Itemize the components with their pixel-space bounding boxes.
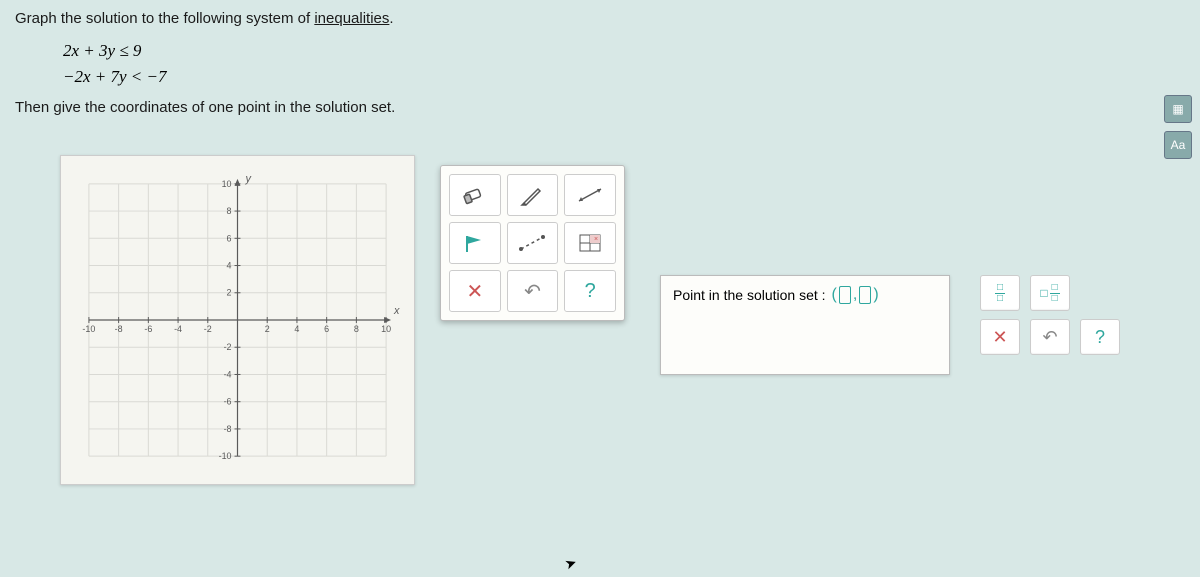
inequalities-link[interactable]: inequalities xyxy=(314,10,389,27)
mixed-fraction-icon[interactable]: □□□ xyxy=(1030,275,1070,311)
svg-text:4: 4 xyxy=(227,261,232,271)
answer-label: Point in the solution set : xyxy=(673,287,826,303)
answer-box: Point in the solution set : (,) xyxy=(660,275,950,375)
mouse-cursor: ➤ xyxy=(562,554,579,574)
equation-2: −2x + 7y < −7 xyxy=(63,65,1185,89)
svg-text:6: 6 xyxy=(227,233,232,243)
svg-text:-10: -10 xyxy=(82,324,95,334)
svg-text:2: 2 xyxy=(265,324,270,334)
prompt-line-1: Graph the solution to the following syst… xyxy=(15,10,1185,27)
svg-text:10: 10 xyxy=(222,179,232,189)
side-tool-panel: □□□□□✕↶? xyxy=(980,275,1120,355)
calculator-icon[interactable]: ▦ xyxy=(1164,95,1192,123)
svg-text:-8: -8 xyxy=(115,324,123,334)
prompt-line-2: Then give the coordinates of one point i… xyxy=(15,99,1185,116)
svg-text:2: 2 xyxy=(227,288,232,298)
equations-block: 2x + 3y ≤ 9 −2x + 7y < −7 xyxy=(63,39,1185,89)
svg-text:-6: -6 xyxy=(144,324,152,334)
page-tools: ▦ Aa xyxy=(1164,95,1192,159)
fraction-icon[interactable]: □□ xyxy=(980,275,1020,311)
font-icon[interactable]: Aa xyxy=(1164,131,1192,159)
drawing-toolbox: × ✕↶? xyxy=(440,165,625,321)
flag-icon[interactable] xyxy=(449,222,501,264)
help-icon[interactable]: ? xyxy=(564,270,616,312)
svg-text:6: 6 xyxy=(324,324,329,334)
region-icon[interactable]: × xyxy=(564,222,616,264)
undo-icon[interactable]: ↶ xyxy=(507,270,559,312)
svg-text:8: 8 xyxy=(227,206,232,216)
svg-text:y: y xyxy=(244,173,252,185)
svg-text:8: 8 xyxy=(354,324,359,334)
svg-text:-6: -6 xyxy=(224,397,232,407)
clear-icon[interactable]: ✕ xyxy=(449,270,501,312)
clear-answer[interactable]: ✕ xyxy=(980,319,1020,355)
svg-text:10: 10 xyxy=(381,324,391,334)
svg-text:-10: -10 xyxy=(219,451,232,461)
equation-1: 2x + 3y ≤ 9 xyxy=(63,39,1185,63)
coordinate-input[interactable]: (,) xyxy=(832,286,879,304)
svg-text:-2: -2 xyxy=(204,324,212,334)
graph-canvas[interactable]: -10 -8 -6 -4 -2 2 4 6 8 10 10 8 6 4 2 -2 -4 -6 -8 -10 x y xyxy=(60,155,415,485)
undo-answer[interactable]: ↶ xyxy=(1030,319,1070,355)
svg-text:-4: -4 xyxy=(224,369,232,379)
line-icon[interactable] xyxy=(564,174,616,216)
help-answer[interactable]: ? xyxy=(1080,319,1120,355)
svg-text:-4: -4 xyxy=(174,324,182,334)
dashed-line-icon[interactable] xyxy=(507,222,559,264)
svg-text:-2: -2 xyxy=(224,342,232,352)
svg-text:4: 4 xyxy=(294,324,299,334)
svg-text:-8: -8 xyxy=(224,424,232,434)
pencil-icon[interactable] xyxy=(507,174,559,216)
svg-text:×: × xyxy=(594,236,598,243)
svg-text:x: x xyxy=(393,305,400,317)
eraser-icon[interactable] xyxy=(449,174,501,216)
